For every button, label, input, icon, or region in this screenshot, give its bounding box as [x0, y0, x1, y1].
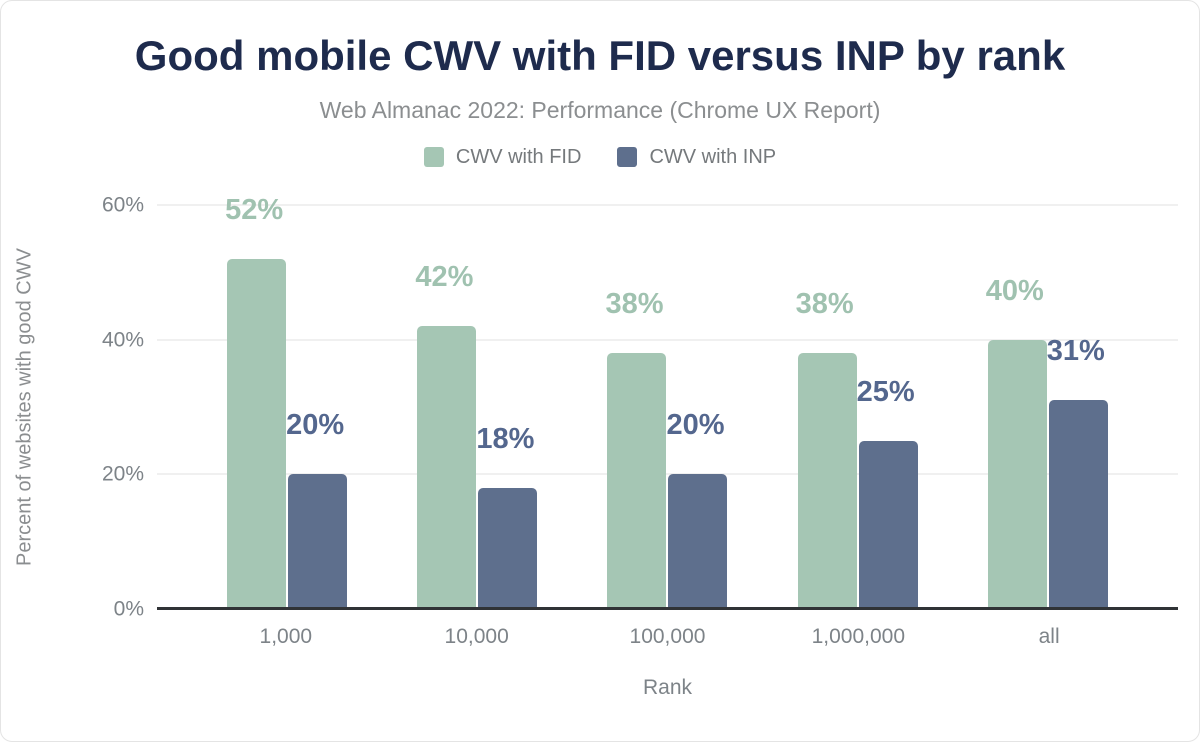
y-tick-label: 40%	[101, 328, 144, 352]
bar-cwv-with-fid	[797, 353, 857, 609]
legend-item-0: CWV with FID	[423, 146, 582, 168]
bar-cwv-with-fid	[607, 353, 667, 609]
y-axis-ticks: 0% 20% 40% 60%	[49, 195, 144, 620]
x-tick-label: 10,000	[444, 625, 509, 648]
bar-value-label: 18%	[476, 422, 535, 455]
bar-column: 38%	[605, 205, 667, 609]
legend-label: CWV with INP	[649, 146, 777, 168]
gridline	[157, 204, 1178, 206]
bar-group-100-000: 38% 20%	[605, 205, 728, 609]
x-axis-line	[157, 607, 1178, 610]
bar-value-label: 52%	[225, 193, 284, 226]
bar-cwv-with-inp	[1048, 400, 1108, 609]
chart-title: Good mobile CWV with FID versus INP by r…	[134, 32, 1066, 79]
legend-swatch-icon	[617, 147, 638, 167]
gridline	[157, 473, 1178, 476]
chart-subtitle: Web Almanac 2022: Performance (Chrome UX…	[319, 97, 881, 123]
bar-cwv-with-inp	[478, 487, 538, 609]
bar-group-1-000: 52% 20%	[225, 195, 348, 609]
bar-column: 18%	[476, 205, 538, 609]
legend-label: CWV with FID	[455, 146, 582, 168]
bar-groups: 52% 20% 42% 18% 38% 20% 38% 25% 40% 31%	[157, 195, 1178, 609]
bar-column: 42%	[415, 205, 477, 609]
x-tick-label: 100,000	[629, 625, 706, 648]
x-tick-label: 1,000	[259, 625, 313, 648]
bar-column: 31%	[1046, 205, 1108, 609]
y-tick-label: 20%	[101, 462, 144, 486]
y-tick-label: 60%	[101, 193, 144, 217]
bar-cwv-with-fid	[987, 339, 1047, 609]
y-axis-title: Percent of websites with good CWV	[13, 248, 36, 566]
bar-cwv-with-fid	[227, 258, 287, 609]
bar-group-10-000: 42% 18%	[415, 205, 538, 609]
bar-value-label: 31%	[1046, 335, 1105, 368]
bar-cwv-with-inp	[288, 474, 348, 609]
chart-body: Percent of websites with good CWV 0% 20% 4…	[1, 195, 1199, 699]
bar-column: 52%	[225, 195, 287, 609]
bar-value-label: 42%	[415, 261, 474, 294]
bar-column: 20%	[666, 205, 728, 609]
legend-swatch-icon	[423, 147, 444, 167]
chart-legend: CWV with FID CWV with INP	[1, 146, 1199, 168]
bar-group-1-000-000: 38% 25%	[795, 205, 918, 609]
y-tick-label: 0%	[113, 597, 144, 621]
x-tick-label: all	[1038, 625, 1060, 648]
bar-cwv-with-inp	[858, 440, 918, 609]
x-axis-title: Rank	[642, 676, 693, 699]
bar-column: 20%	[286, 205, 348, 609]
gridline	[157, 338, 1178, 341]
bar-value-label: 20%	[666, 409, 725, 442]
bar-column: 40%	[985, 205, 1047, 609]
bar-column: 25%	[856, 205, 918, 609]
bar-group-all: 40% 31%	[985, 205, 1108, 609]
bar-value-label: 25%	[856, 375, 915, 408]
bar-cwv-with-inp	[668, 474, 728, 609]
bar-value-label: 38%	[605, 288, 664, 321]
plot-area: 52% 20% 42% 18% 38% 20% 38% 25% 40% 31%	[157, 195, 1178, 610]
bar-value-label: 20%	[286, 409, 345, 442]
bar-cwv-with-fid	[417, 326, 477, 609]
bar-value-label: 38%	[795, 288, 854, 321]
x-axis-ticks: 1,000 10,000 100,000 1,000,000 all	[157, 626, 1178, 647]
x-tick-label: 1,000,000	[811, 625, 906, 648]
bar-value-label: 40%	[985, 274, 1044, 307]
bar-column: 38%	[795, 205, 857, 609]
legend-item-1: CWV with INP	[617, 147, 776, 167]
